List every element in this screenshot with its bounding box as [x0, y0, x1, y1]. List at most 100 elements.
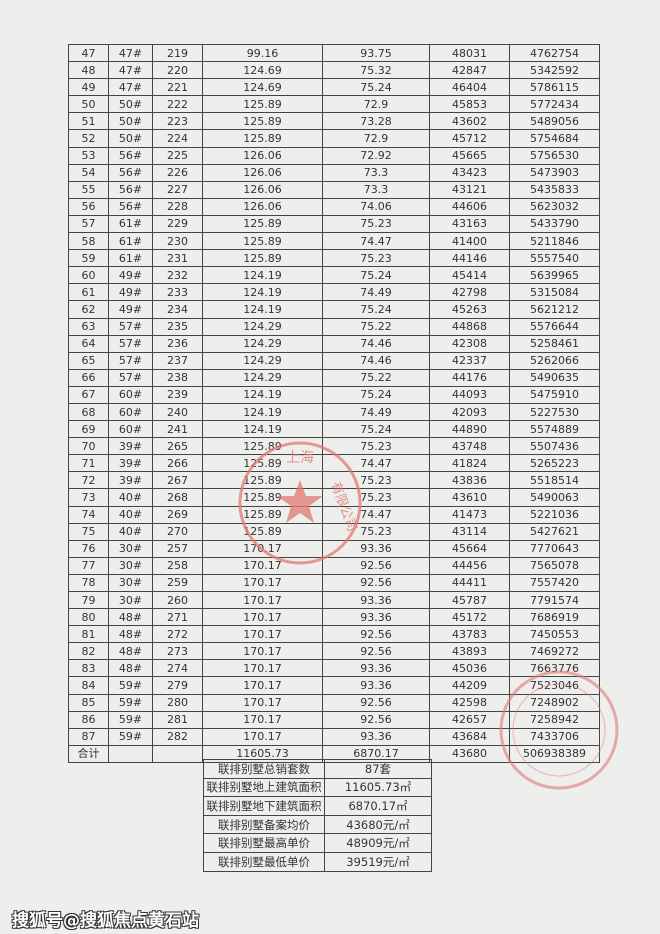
- total-price-cell: 5489056: [509, 112, 600, 131]
- building-cell: 60#: [108, 402, 153, 422]
- total-price-cell: 5211846: [509, 232, 600, 251]
- building-cell: 59#: [108, 676, 153, 695]
- above-ground-area-cell: 170.17: [202, 573, 323, 593]
- table-row: 77 30# 258 170.17 92.56 44456 7565078: [68, 556, 600, 575]
- underground-area-cell: 75.24: [322, 300, 430, 319]
- unit-price-cell: 43602: [429, 112, 510, 131]
- row-index-cell: 47: [68, 43, 109, 63]
- table-row: 72 39# 267 125.89 75.23 43836 5518514: [68, 471, 600, 490]
- underground-area-cell: 75.32: [322, 61, 430, 80]
- underground-area-cell: 75.23: [322, 471, 430, 490]
- unit-price-cell: 45263: [429, 300, 510, 319]
- unit-price-cell: 44890: [429, 420, 510, 439]
- row-index-cell: 59: [68, 249, 109, 268]
- total-price-cell: 5258461: [509, 334, 600, 353]
- above-ground-area-cell: 126.06: [202, 163, 323, 182]
- row-index-cell: 85: [68, 693, 109, 712]
- unit-cell: 282: [152, 727, 203, 746]
- building-cell: 30#: [108, 573, 153, 593]
- table-row: 65 57# 237 124.29 74.46 42337 5262066: [68, 351, 600, 370]
- unit-price-cell: 42337: [429, 351, 510, 370]
- total-price-cell: 5623032: [509, 197, 600, 216]
- total-price-cell: 5315084: [509, 283, 600, 302]
- above-ground-area-cell: 125.89: [202, 95, 323, 114]
- unit-price-cell: 42798: [429, 283, 510, 302]
- underground-area-cell: 75.23: [322, 214, 430, 234]
- building-cell: 59#: [108, 727, 153, 746]
- table-row: 81 48# 272 170.17 92.56 43783 7450553: [68, 625, 600, 644]
- unit-price-cell: 44456: [429, 556, 510, 575]
- building-cell: 48#: [108, 642, 153, 661]
- row-index-cell: 61: [68, 283, 109, 302]
- above-ground-area-cell: 124.19: [202, 420, 323, 439]
- unit-cell: 279: [152, 676, 203, 695]
- above-ground-area-cell: 125.89: [202, 471, 323, 490]
- summary-label: 联排别墅最低单价: [203, 851, 325, 872]
- unit-cell: 230: [152, 232, 203, 251]
- building-cell: 50#: [108, 112, 153, 131]
- unit-cell: 233: [152, 283, 203, 302]
- unit-cell: 220: [152, 61, 203, 80]
- above-ground-area-cell: 124.29: [202, 334, 323, 353]
- underground-area-cell: 93.36: [322, 590, 430, 610]
- unit-price-cell: 44176: [429, 368, 510, 387]
- above-ground-area-cell: 124.19: [202, 385, 323, 404]
- unit-cell: 260: [152, 590, 203, 610]
- unit-price-cell: 45414: [429, 266, 510, 285]
- total-price-cell: 7469272: [509, 642, 600, 661]
- row-index-cell: 69: [68, 420, 109, 439]
- underground-area-cell: 92.56: [322, 625, 430, 644]
- unit-cell: 274: [152, 659, 203, 678]
- table-row: 47 47# 219 99.16 93.75 48031 4762754: [68, 43, 600, 63]
- total-price-cell: 7523046: [509, 676, 600, 695]
- unit-price-cell: 45036: [429, 659, 510, 678]
- unit-price-cell: 43684: [429, 727, 510, 746]
- row-index-cell: 58: [68, 232, 109, 251]
- unit-cell: 238: [152, 368, 203, 387]
- above-ground-area-cell: 124.29: [202, 317, 323, 336]
- unit-price-cell: 45172: [429, 608, 510, 627]
- underground-area-cell: 75.22: [322, 368, 430, 387]
- row-index-cell: 81: [68, 625, 109, 644]
- unit-price-cell: 42308: [429, 334, 510, 353]
- building-cell: 50#: [108, 129, 153, 148]
- above-ground-area-cell: 170.17: [202, 710, 323, 729]
- underground-area-cell: 74.46: [322, 334, 430, 353]
- summary-value: 43680元/㎡: [324, 814, 432, 835]
- building-cell: 61#: [108, 214, 153, 234]
- above-ground-area-cell: 126.06: [202, 197, 323, 216]
- unit-price-cell: 44209: [429, 676, 510, 695]
- building-cell: 61#: [108, 232, 153, 251]
- above-ground-area-cell: 126.06: [202, 180, 323, 199]
- above-ground-area-cell: 170.17: [202, 556, 323, 575]
- summary-label: 联排别墅地上建筑面积: [203, 777, 325, 798]
- unit-price-cell: 43163: [429, 214, 510, 234]
- underground-area-cell: 75.24: [322, 420, 430, 439]
- above-ground-area-cell: 124.19: [202, 266, 323, 285]
- unit-cell: 281: [152, 710, 203, 729]
- row-index-cell: 76: [68, 539, 109, 558]
- unit-cell: 239: [152, 385, 203, 404]
- total-price-cell: 5786115: [509, 78, 600, 97]
- building-cell: 56#: [108, 180, 153, 199]
- row-index-cell: 78: [68, 573, 109, 593]
- total-price-cell: 7433706: [509, 727, 600, 746]
- underground-area-cell: 93.75: [322, 43, 430, 63]
- table-row: 62 49# 234 124.19 75.24 45263 5621212: [68, 300, 600, 319]
- unit-price-cell: 45712: [429, 129, 510, 148]
- summary-row: 联排别墅最高单价 48909元/㎡: [203, 833, 432, 853]
- unit-cell: 235: [152, 317, 203, 336]
- building-cell: 49#: [108, 300, 153, 319]
- table-row: 79 30# 260 170.17 93.36 45787 7791574: [68, 590, 600, 610]
- unit-cell: 267: [152, 471, 203, 490]
- underground-area-cell: 75.24: [322, 266, 430, 285]
- building-cell: 60#: [108, 420, 153, 439]
- building-cell: 61#: [108, 249, 153, 268]
- table-row: 84 59# 279 170.17 93.36 44209 7523046: [68, 676, 600, 695]
- total-price-cell: 5490635: [509, 368, 600, 387]
- building-cell: 47#: [108, 61, 153, 80]
- building-cell: 39#: [108, 471, 153, 490]
- above-ground-area-cell: 124.29: [202, 351, 323, 370]
- above-ground-area-cell: 124.29: [202, 368, 323, 387]
- above-ground-area-cell: 125.89: [202, 249, 323, 268]
